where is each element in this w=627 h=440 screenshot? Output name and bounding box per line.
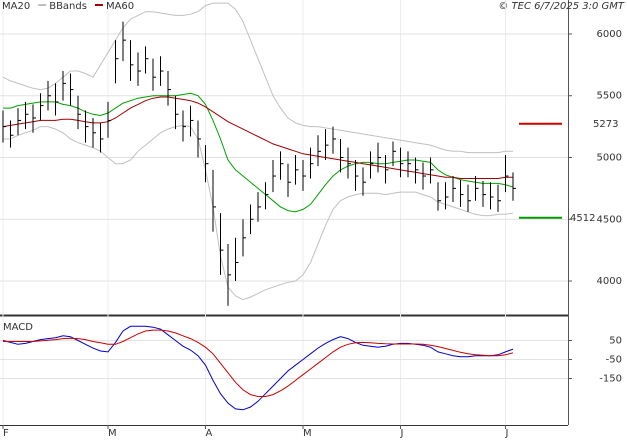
indicator-line (2, 325, 514, 411)
x-tick-label: A (206, 428, 213, 439)
overlay-line (2, 2, 513, 154)
x-tick-label: J (505, 428, 509, 439)
legend-label: MA20 (2, 1, 30, 12)
x-tick-label: F (3, 428, 9, 439)
legend-label: MA60 (106, 1, 134, 12)
y-tick-label: 5000 (597, 153, 622, 164)
overlay-line (2, 96, 513, 179)
y-tick-label: -150 (599, 373, 622, 384)
x-tick-label: M (108, 428, 117, 439)
panel-title: MACD (3, 322, 33, 333)
overlay-line (3, 124, 514, 301)
x-tick-label: M (303, 428, 312, 439)
y-tick-label: -50 (606, 355, 622, 366)
y-tick-label: 50 (609, 336, 622, 347)
overlay-line (3, 92, 514, 213)
legend-label: BBands (49, 1, 87, 12)
level-label: 5273 (593, 119, 618, 130)
y-tick-label: 4000 (597, 276, 622, 287)
x-tick-label: J (400, 428, 404, 439)
level-label: 4512 (570, 213, 595, 224)
y-tick-label: 4500 (597, 214, 622, 225)
copyright: © TEC 6/7/2025 3:0 GMT (498, 1, 625, 12)
y-tick-label: 5500 (597, 91, 622, 102)
indicator-line (3, 329, 514, 397)
y-tick-label: 6000 (597, 29, 622, 40)
